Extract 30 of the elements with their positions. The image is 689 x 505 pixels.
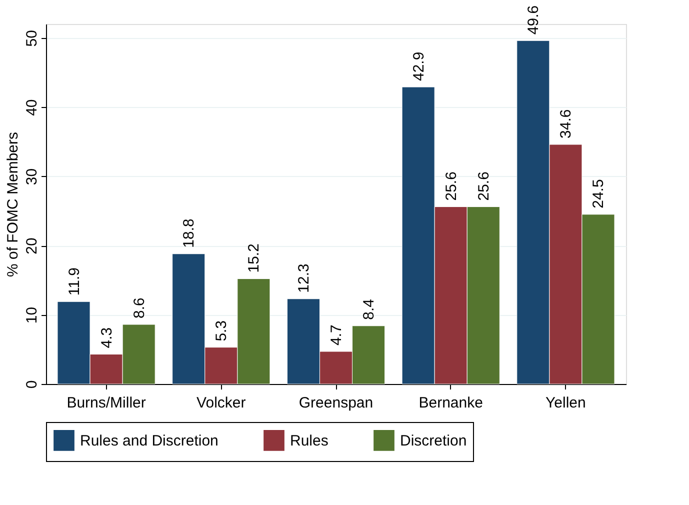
y-tick-label: 10 <box>24 306 40 324</box>
data-label: 15.2 <box>246 244 263 273</box>
y-axis-title: % of FOMC Members <box>4 132 22 278</box>
data-label: 5.3 <box>213 320 230 342</box>
data-label: 25.6 <box>442 172 460 201</box>
legend-label: Rules <box>290 432 328 450</box>
y-tick-label: 20 <box>24 238 40 254</box>
y-tick-label: 30 <box>24 168 40 186</box>
data-label: 8.6 <box>130 298 148 318</box>
data-label: 34.6 <box>558 109 575 138</box>
y-tick-label: 50 <box>24 30 40 47</box>
data-label: 4.7 <box>328 324 345 346</box>
data-label: 49.6 <box>525 5 542 35</box>
y-tick-label: 40 <box>24 99 40 116</box>
x-tick-label: Bernanke <box>418 394 483 412</box>
x-tick-label: Burns/Miller <box>66 394 146 412</box>
data-label: 4.3 <box>98 327 116 348</box>
data-label: 42.9 <box>410 52 428 81</box>
data-label: 12.3 <box>295 264 312 293</box>
data-label: 18.8 <box>180 218 198 248</box>
data-label: 24.5 <box>590 179 608 208</box>
x-tick-label: Yellen <box>546 394 586 412</box>
data-label: 25.6 <box>475 172 492 201</box>
y-tick-label: 0 <box>24 380 40 389</box>
x-tick-label: Greenspan <box>298 394 374 412</box>
data-label: 8.4 <box>360 298 378 320</box>
x-tick-label: Volcker <box>196 394 246 412</box>
legend-label: Rules and Discretion <box>80 432 218 450</box>
data-label: 11.9 <box>66 268 83 296</box>
legend-label: Discretion <box>400 432 467 450</box>
